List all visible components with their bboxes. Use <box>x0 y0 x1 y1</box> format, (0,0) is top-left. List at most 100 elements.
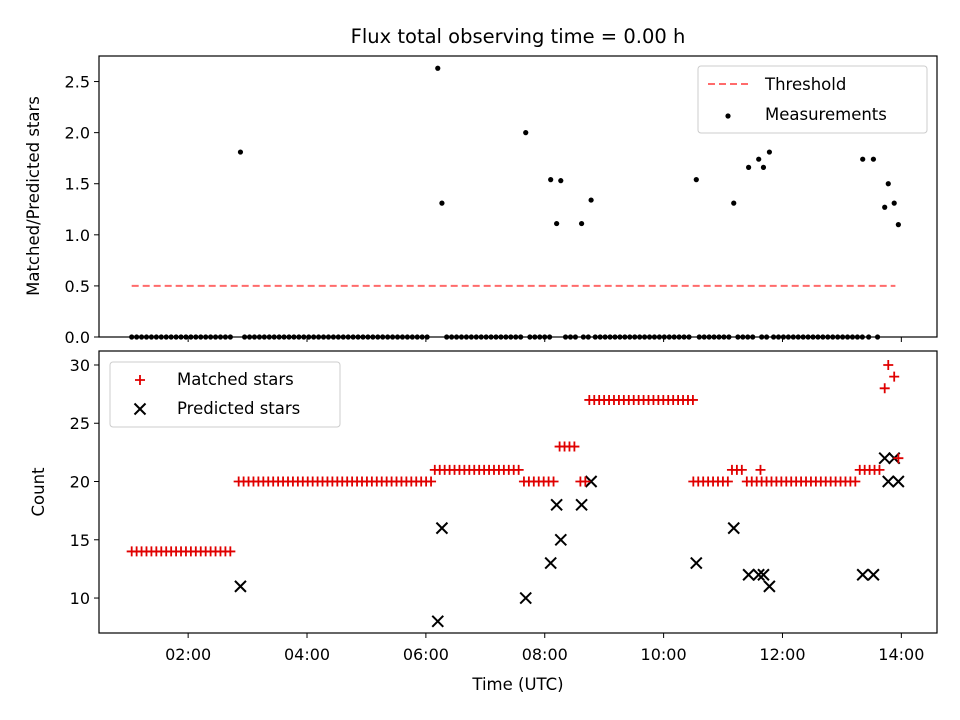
legend-matched-marker <box>135 375 145 385</box>
matched-point <box>879 383 890 394</box>
legend-matched-label: Matched stars <box>177 370 294 389</box>
predicted-point <box>575 498 588 512</box>
bottom-y-tick-label: 25 <box>70 414 90 433</box>
measurement-point <box>237 149 244 155</box>
top-y-tick-label: 1.5 <box>65 175 90 194</box>
predicted-point <box>431 615 444 628</box>
matched-point <box>850 476 861 487</box>
predicted-point <box>519 591 532 605</box>
matched-point <box>548 476 559 487</box>
top-y-tick-label: 0.0 <box>65 328 90 347</box>
predicted-point <box>584 475 598 488</box>
matched-point <box>883 359 894 370</box>
predicted-point <box>882 475 895 488</box>
measurement-point <box>756 156 762 162</box>
x-tick-label: 14:00 <box>878 645 924 664</box>
x-tick-label: 02:00 <box>165 645 211 664</box>
predicted-point <box>867 568 880 581</box>
predicted-point <box>234 580 247 593</box>
matched-point <box>736 464 747 475</box>
x-axis-label: Time (UTC) <box>471 675 563 694</box>
x-tick-label: 04:00 <box>284 645 330 664</box>
legend-predicted-marker <box>133 402 147 416</box>
x-tick-label: 10:00 <box>641 645 687 664</box>
measurement-point <box>760 164 767 170</box>
measurement-point <box>766 149 773 155</box>
legend-predicted-label: Predicted stars <box>177 399 300 418</box>
measurement-point <box>891 200 897 206</box>
measurement-point <box>523 130 529 136</box>
matched-point <box>687 394 698 405</box>
top-y-tick-label: 1.0 <box>65 226 90 245</box>
predicted-point <box>544 556 557 570</box>
measurement-point <box>860 156 866 162</box>
bottom-legend: Matched stars Predicted stars <box>109 361 341 428</box>
top-legend-box <box>697 65 928 134</box>
x-tick-label: 08:00 <box>522 645 568 664</box>
predicted-point <box>550 498 563 512</box>
legend-predicted-swatch <box>133 402 147 416</box>
predicted-point <box>435 521 449 535</box>
bottom-x-ticks: 02:00 04:00 06:00 08:00 10:00 12:00 14:00 <box>165 633 924 664</box>
top-y-ticks: 0.0 0.5 1.0 1.5 2.0 2.5 <box>65 73 99 347</box>
predicted-point <box>752 568 765 581</box>
predicted-point <box>727 521 740 535</box>
matched-point <box>874 464 885 475</box>
legend-measurements-label: Measurements <box>765 105 887 124</box>
bottom-y-tick-label: 10 <box>70 589 90 608</box>
legend-threshold-label: Threshold <box>764 75 846 94</box>
measurement-point <box>885 181 891 187</box>
chart-title: Flux total observing time = 0.00 h <box>351 25 686 48</box>
top-x-ticks <box>187 337 902 342</box>
top-axes-frame <box>98 55 938 338</box>
bottom-y-tick-label: 30 <box>70 356 90 375</box>
x-tick-label: 12:00 <box>759 645 805 664</box>
predicted-point <box>690 556 703 570</box>
top-y-tick-label: 2.0 <box>65 124 90 143</box>
measurement-point <box>554 220 560 227</box>
measurement-point <box>548 177 554 183</box>
legend-measurements-swatch <box>725 113 731 119</box>
bottom-y-ticks: 10 15 20 25 30 <box>70 356 99 608</box>
matched-point <box>889 371 900 382</box>
bottom-legend-box <box>109 361 341 428</box>
predicted-point <box>757 568 770 581</box>
x-tick-label: 06:00 <box>403 645 449 664</box>
matched-point <box>580 476 591 487</box>
matched-point <box>426 476 437 487</box>
measurement-point <box>435 65 441 71</box>
bottom-y-axis-label: Count <box>29 467 48 517</box>
matched-point <box>513 464 524 475</box>
bottom-y-tick-label: 20 <box>70 473 90 492</box>
measurement-point <box>745 164 752 170</box>
matched-point <box>893 453 904 464</box>
measurement-point <box>558 178 564 184</box>
predicted-point <box>763 580 776 593</box>
top-y-tick-label: 0.5 <box>65 277 90 296</box>
predicted-point <box>878 451 891 465</box>
predicted-point <box>856 568 869 581</box>
predicted-point <box>892 475 905 488</box>
bottom-y-tick-label: 15 <box>70 531 90 550</box>
top-panel: 0.0 0.5 1.0 1.5 2.0 2.5 Matched/Predicted sta… <box>24 55 938 347</box>
top-legend: Threshold Measurements <box>697 65 928 134</box>
measurement-point <box>882 204 888 210</box>
measurement-point <box>895 222 901 228</box>
measurement-point <box>693 177 699 183</box>
matched-point <box>722 476 733 487</box>
measurement-point <box>439 200 445 206</box>
legend-matched-swatch <box>135 375 145 385</box>
measurement-point <box>588 197 594 203</box>
measurement-point <box>578 220 585 227</box>
predicted-point <box>742 568 755 581</box>
top-y-tick-label: 2.5 <box>65 73 90 92</box>
matched-point <box>225 546 236 557</box>
measurement-point <box>731 200 737 206</box>
matched-point <box>755 464 766 475</box>
bottom-marks <box>126 359 905 628</box>
measurement-point <box>870 156 877 162</box>
top-y-axis-label: Matched/Predicted stars <box>24 96 43 296</box>
bottom-panel: 10 15 20 25 30 02:00 04:00 06:00 08:00 10:00 12:0… <box>29 350 938 694</box>
predicted-point <box>554 533 567 546</box>
